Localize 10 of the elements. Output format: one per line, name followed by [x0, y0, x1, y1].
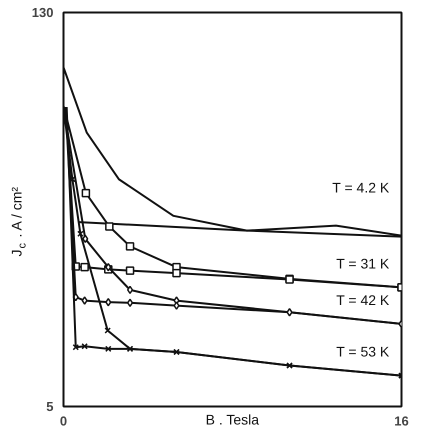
- x-tick-label: 16: [394, 414, 409, 428]
- x-tick-label: 0: [60, 414, 68, 428]
- y-tick-label: 5: [46, 399, 54, 414]
- annotation: T = 53 K: [336, 344, 390, 360]
- annotation: T = 4.2 K: [332, 180, 390, 196]
- y-axis-title: Jc . A / cm²: [8, 186, 28, 256]
- y-tick-label: 130: [32, 5, 54, 20]
- annotation: T = 42 K: [336, 292, 390, 308]
- x-axis-title: B . Tesla: [206, 412, 260, 428]
- annotation: T = 31 K: [336, 255, 390, 272]
